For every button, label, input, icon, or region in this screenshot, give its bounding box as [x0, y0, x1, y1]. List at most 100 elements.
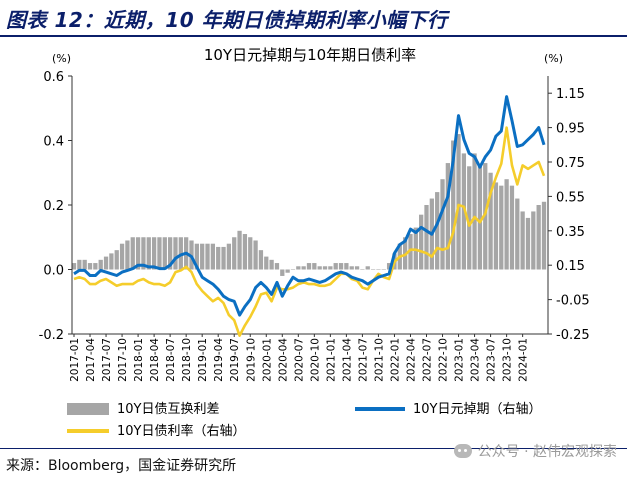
chart-title: 10Y日元掉期与10年期日债利率 — [204, 46, 416, 64]
right-tick-label: -0.25 — [556, 328, 590, 343]
x-tick-label: 2023-07 — [486, 338, 498, 382]
right-tick-label: 0.15 — [556, 259, 585, 274]
spread-bar — [536, 205, 541, 270]
spread-bar — [440, 179, 445, 270]
spread-bar — [77, 259, 82, 270]
x-tick-label: 2019-07 — [229, 338, 241, 382]
spread-bar — [210, 243, 216, 270]
spread-bar — [93, 263, 98, 270]
spread-bar — [456, 134, 461, 270]
x-tick-label: 2023-01 — [454, 338, 466, 382]
spread-bar — [274, 263, 280, 270]
x-tick-label: 2020-01 — [261, 338, 273, 382]
spread-bar — [216, 246, 221, 270]
left-axis-unit: (%) — [52, 52, 71, 65]
spread-bar — [173, 237, 178, 270]
figure-title: 图表 12：近期，10 年期日债掉期利率小幅下行 — [6, 8, 448, 32]
spread-bar — [290, 269, 296, 270]
spread-bar — [119, 243, 125, 270]
spread-bar — [200, 243, 205, 270]
x-tick-label: 2022-07 — [422, 338, 434, 382]
spread-bar — [509, 185, 515, 270]
watermark: 公众号 · 赵伟宏观探索 — [453, 441, 617, 461]
spread-bar — [109, 253, 114, 270]
x-tick-label: 2021-01 — [325, 338, 337, 382]
x-tick-label: 2018-01 — [133, 338, 145, 382]
spread-bar — [504, 179, 509, 270]
spread-bar — [419, 214, 424, 270]
swap-line — [73, 95, 546, 317]
spread-bar — [194, 243, 199, 270]
left-tick-label: 0.0 — [43, 264, 64, 279]
x-tick-label: 2020-07 — [293, 338, 305, 382]
legend: 10Y日债互换利差 10Y日元掉期（右轴） 10Y日债利率（右轴） — [67, 402, 541, 439]
x-tick-label: 2018-10 — [181, 338, 193, 382]
spread-bar — [493, 182, 499, 270]
left-tick-labels: 0.6 0.4 0.2 0.0 -0.2 — [39, 70, 64, 343]
x-tick-label: 2017-07 — [101, 338, 113, 382]
left-tick-label: 0.2 — [43, 199, 64, 214]
x-tick-label: 2020-04 — [277, 338, 289, 382]
spread-bar — [130, 237, 135, 270]
spread-bar — [114, 250, 119, 270]
right-tick-label: -0.05 — [556, 294, 590, 309]
x-tick-label: 2017-01 — [69, 338, 81, 382]
x-tick-label: 2019-04 — [213, 338, 225, 382]
spread-bar — [344, 263, 349, 270]
spread-bar — [280, 269, 285, 276]
spread-bar — [435, 192, 440, 270]
x-tick-label: 2017-04 — [85, 338, 97, 382]
spread-bar — [135, 237, 141, 270]
spread-bar — [146, 237, 151, 270]
spread-bar — [226, 243, 232, 270]
spread-bar — [515, 198, 520, 270]
spread-bar — [82, 259, 87, 270]
spread-bar — [386, 263, 392, 270]
legend-label-spread: 10Y日债互换利差 — [117, 402, 219, 417]
spread-bar — [205, 243, 210, 270]
watermark-text: 公众号 · 赵伟宏观探索 — [477, 444, 617, 460]
spread-bar — [541, 201, 547, 270]
spread-bar — [264, 256, 269, 270]
spread-bar — [376, 269, 381, 270]
spread-bar — [477, 166, 483, 270]
spread-bar — [338, 263, 344, 270]
title-rule — [0, 35, 627, 37]
spread-bar — [232, 237, 237, 270]
right-tick-label: 1.15 — [556, 87, 585, 102]
spread-bar — [328, 266, 333, 270]
spread-bar — [269, 259, 274, 270]
spread-bar — [162, 237, 167, 270]
left-tick-label: -0.2 — [39, 328, 64, 343]
left-tick-label: 0.4 — [43, 135, 64, 150]
legend-label-yield: 10Y日债利率（右轴） — [117, 423, 245, 439]
spread-bar — [520, 211, 525, 270]
spread-bar — [221, 246, 226, 270]
x-tick-label: 2024-01 — [518, 338, 530, 382]
right-tick-label: 0.95 — [556, 122, 585, 137]
right-tick-label: 0.75 — [556, 156, 585, 171]
x-tick-labels: 2017-01 2017-04 2017-07 2017-10 2018-01 2018-… — [69, 338, 530, 382]
source-note: 来源：Bloomberg，国金证券研究所 — [6, 458, 237, 474]
spread-bar — [333, 263, 338, 270]
spread-bar — [103, 256, 109, 270]
spread-bar — [322, 266, 328, 270]
x-tick-label: 2018-04 — [149, 338, 161, 382]
spread-bar — [424, 205, 429, 270]
spread-bar — [258, 250, 264, 270]
spread-bar — [71, 263, 77, 270]
spread-bar — [301, 266, 306, 270]
yield-line — [73, 126, 546, 337]
spread-bar — [242, 234, 248, 270]
x-tick-label: 2021-07 — [357, 338, 369, 382]
spread-bar — [408, 234, 413, 270]
spread-bar — [525, 217, 531, 270]
spread-bar — [445, 163, 451, 270]
spread-bar — [472, 153, 477, 270]
spread-bar — [98, 259, 103, 270]
x-tick-label: 2018-07 — [165, 338, 177, 382]
x-tick-label: 2023-04 — [470, 338, 482, 382]
spread-bar — [488, 172, 493, 270]
spread-bar — [141, 237, 146, 270]
spread-bar — [167, 237, 173, 270]
